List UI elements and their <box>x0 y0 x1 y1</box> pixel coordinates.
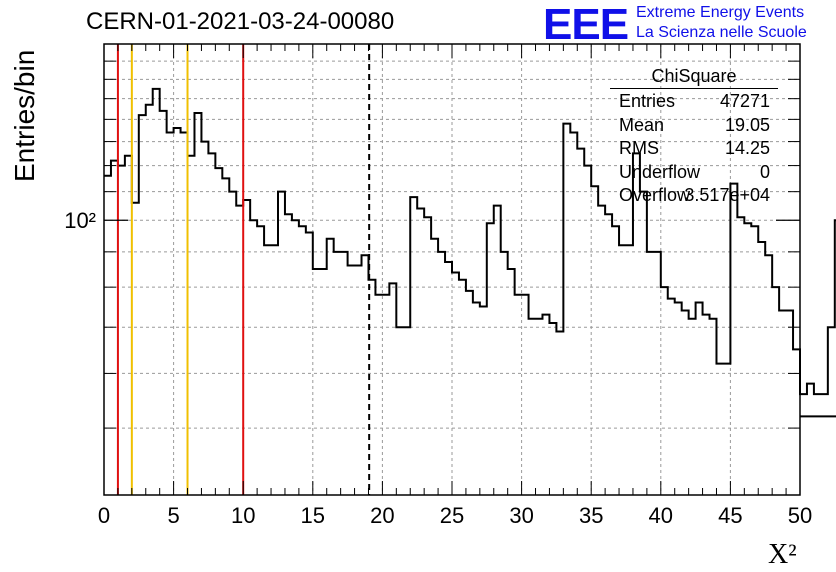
stats-key: RMS <box>619 138 659 158</box>
stats-key: Entries <box>619 91 676 111</box>
logo-line-1: Extreme Energy Events <box>636 4 805 21</box>
stats-row-entries: Entries 47271 <box>610 91 778 115</box>
stats-value: 0 <box>759 161 770 182</box>
histogram-series <box>104 87 836 418</box>
run-title: CERN-01-2021-03-24-00080 <box>86 8 395 35</box>
x-tick-label: 30 <box>509 503 533 528</box>
stats-value: 19.05 <box>724 114 770 135</box>
x-tick-label: 40 <box>649 503 673 528</box>
x-tick-label: 50 <box>788 503 812 528</box>
x-tick-label: 15 <box>301 503 325 528</box>
x-tick-label: 5 <box>167 503 179 528</box>
stats-key: Mean <box>619 114 665 135</box>
x-tick-label: 35 <box>579 503 603 528</box>
x-tick-label: 20 <box>370 503 394 528</box>
logo-line-2: La Scienza nelle Scuole <box>636 24 807 41</box>
stats-key: Overflow <box>619 185 691 205</box>
stats-value: 47271 <box>719 91 770 111</box>
stats-value: 3.517e+04 <box>684 185 770 205</box>
axis-ticks <box>103 44 801 495</box>
y-axis-label: Entries/bin <box>9 50 40 182</box>
x-tick-label: 10 <box>231 503 255 528</box>
stats-value: 14.25 <box>724 138 770 158</box>
x-tick-label: 45 <box>718 503 742 528</box>
stats-row-overflow: Overflow 3.517e+04 <box>610 185 778 209</box>
x-tick-labels: 0 5 10 15 20 25 30 35 40 45 50 <box>98 503 812 528</box>
eee-logo: EEE <box>543 0 629 49</box>
x-axis-label: X² <box>768 539 797 570</box>
stats-row-underflow: Underflow 0 <box>610 162 778 186</box>
marker-lines <box>116 44 371 495</box>
stats-key: Underflow <box>619 161 701 182</box>
stats-title: ChiSquare <box>610 66 778 89</box>
stats-box: ChiSquare Entries 47271 Mean 19.05 RMS 1… <box>610 66 778 209</box>
grid <box>104 44 800 495</box>
stats-row-mean: Mean 19.05 <box>610 115 778 139</box>
y-tick-labels: 10² <box>64 208 96 233</box>
y-tick-label: 10² <box>64 208 96 233</box>
x-tick-label: 25 <box>440 503 464 528</box>
x-tick-label: 0 <box>98 503 110 528</box>
stats-row-rms: RMS 14.25 <box>610 138 778 162</box>
